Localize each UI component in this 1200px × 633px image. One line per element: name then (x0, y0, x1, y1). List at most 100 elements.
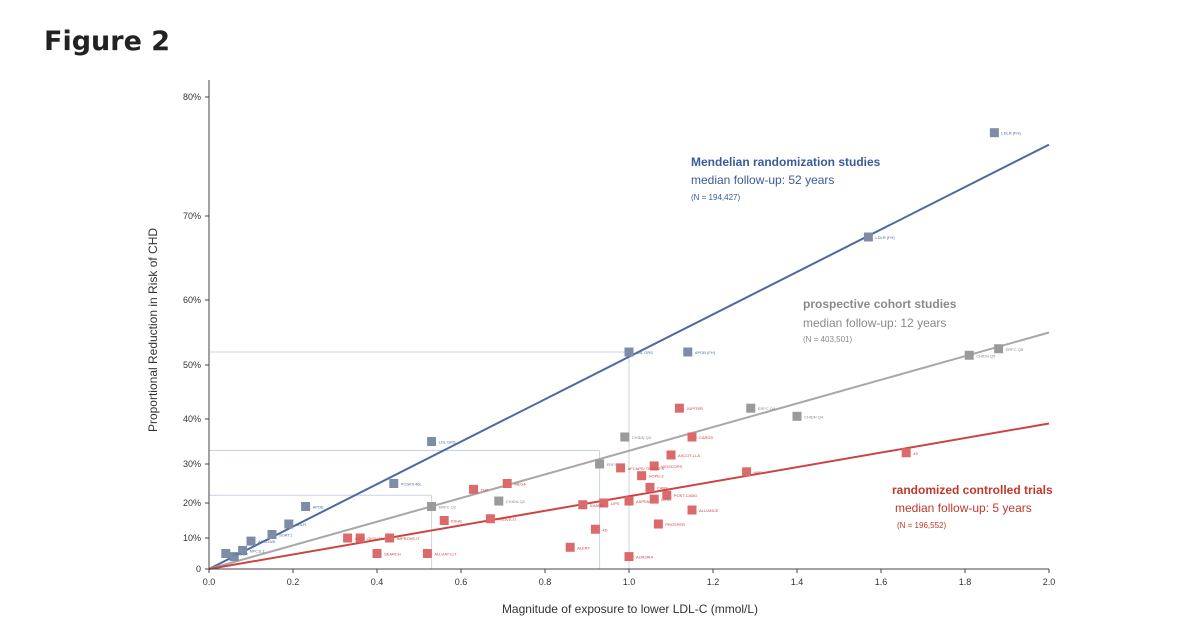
mendelian-point (238, 545, 248, 555)
x-tick-label: 1.2 (707, 577, 720, 587)
mendelian-point (989, 128, 999, 138)
cohort-point-label: ERFC Q2 (439, 505, 457, 510)
y-tick-label: 0 (196, 564, 201, 574)
mendelian-point (427, 437, 437, 446)
fit-line-mendelian (208, 143, 1050, 570)
annotation-mr-title: Mendelian randomization studies (691, 155, 881, 169)
mendelian-point (284, 519, 294, 529)
x-tick-label: 1.4 (791, 577, 804, 587)
mendelian-point (221, 549, 231, 558)
rct-point-label: PROSPER (665, 522, 685, 527)
rct-point (590, 524, 600, 534)
rct-point (649, 494, 659, 504)
rct-point (637, 471, 647, 481)
rct-point (502, 479, 512, 488)
x-tick-label: 0.0 (203, 577, 216, 587)
rct-point-label: GISSI-P (367, 536, 382, 541)
rct-point-label: TNT (481, 487, 489, 492)
rct-point (901, 448, 911, 458)
rct-point (355, 533, 365, 543)
rct-point-label: ALLIANCE (699, 508, 719, 513)
rct-point (578, 500, 588, 510)
annotation-rct-subtitle: median follow-up: 5 years (895, 501, 1032, 515)
cohort-point (994, 344, 1004, 354)
rct-point-label: AFCAPS/ TEXCAPS (628, 466, 665, 471)
rct-point (343, 533, 353, 543)
rct-point (645, 482, 655, 492)
rct-point-label: PROVE-IT (497, 517, 516, 522)
mendelian-point (389, 479, 399, 488)
annotation-rct: randomized controlled trials median foll… (892, 483, 1053, 530)
y-tick-label: 50% (183, 360, 201, 370)
annotation-mr-subtitle: median follow-up: 52 years (691, 173, 834, 187)
y-tick-label: 70% (183, 211, 201, 221)
cohort-point (427, 502, 437, 511)
x-tick-label: 1.6 (875, 577, 888, 587)
rct-point-label: AURORA (636, 555, 653, 560)
cohort-point-label: CHIDN Q2 (506, 499, 526, 504)
rct-point-label: LIPID (661, 497, 671, 502)
rct-point-label: 4D (602, 527, 607, 532)
mendelian-point (267, 530, 277, 539)
rct-point (666, 450, 676, 460)
x-axis-title: Magnitude of exposure to lower LDL-C (mm… (502, 602, 758, 616)
rct-point-label: HPS (754, 470, 763, 475)
y-axis-title: Proportional Reduction in Risk of CHD (146, 228, 160, 432)
rct-point-label: SHARP (590, 503, 604, 508)
rct-point (687, 505, 697, 515)
rct-point-label: HOPE-3 (649, 474, 665, 479)
rct-point-label: WOSCOPS (661, 464, 682, 469)
mendelian-point-label: HMGCR (233, 552, 248, 557)
rct-point-label: ALERT (577, 545, 590, 550)
x-tick-label: 0.2 (287, 577, 300, 587)
mendelian-point-label: LDL GRS (439, 440, 456, 445)
y-tick-label: 80% (183, 92, 201, 102)
rct-point (439, 516, 449, 525)
cohort-point (494, 496, 504, 506)
annotation-rct-title: randomized controlled trials (892, 483, 1053, 497)
rct-point-label: CARDS (699, 435, 713, 440)
cohort-point-label: CHIDN Q4 (804, 414, 824, 419)
mendelian-point-label: LDLR (296, 522, 306, 527)
rct-point-label: 4S (913, 451, 918, 456)
annotation-cohort-title: prospective cohort studies (803, 297, 957, 311)
rct-point-label: MEGA (514, 482, 526, 487)
cohort-point (964, 350, 974, 360)
y-tick-label: 40% (183, 414, 201, 424)
mendelian-point (683, 347, 693, 357)
mendelian-point (229, 552, 239, 562)
rct-point (742, 467, 752, 477)
rct-point (565, 542, 575, 552)
y-tick-label: 20% (183, 498, 201, 508)
mendelian-point-label: NPC1L1 (250, 548, 266, 553)
rct-point-label: 4-D & ... (355, 536, 370, 541)
fit-lines (208, 143, 1050, 570)
rct-point (616, 463, 626, 473)
fit-line-cohort (208, 331, 1050, 570)
mendelian-point (863, 232, 873, 242)
cohort-point (792, 411, 802, 421)
x-tick-label: 0.8 (539, 577, 552, 587)
rct-point-label: ASCOT-LLA (678, 453, 700, 458)
rct-point (469, 484, 479, 494)
rct-point (372, 549, 382, 558)
cohort-point-label: ERFC Q5 (1006, 347, 1024, 352)
rct-point-label: CARE (657, 485, 668, 490)
rct-point (624, 496, 634, 506)
rct-point (687, 432, 697, 442)
rct-point-label: JUPITER (686, 406, 703, 411)
annotation-mr-n: (N = 194,427) (691, 193, 740, 202)
rct-point-label: POST-CABG (674, 493, 697, 498)
mendelian-point-label: PCSK9 46L (401, 482, 423, 487)
mendelian-point-label: LDL GRS (636, 350, 653, 355)
mendelian-point (624, 347, 634, 357)
rct-point (422, 549, 432, 558)
cohort-point (746, 403, 756, 413)
data-points (221, 128, 1004, 562)
rct-point (599, 498, 609, 508)
mendelian-point-label: APOE (313, 505, 324, 510)
rct-point-label: SEARCH (384, 552, 401, 557)
rct-point-label: IDEAL (451, 519, 463, 524)
annotation-rct-n: (N = 196,552) (897, 521, 946, 530)
axes: 0.0 0.2 0.4 0.6 0.8 1.0 1.2 1.4 1.6 1.8 2.0 0 10% 20%… (183, 80, 1055, 587)
